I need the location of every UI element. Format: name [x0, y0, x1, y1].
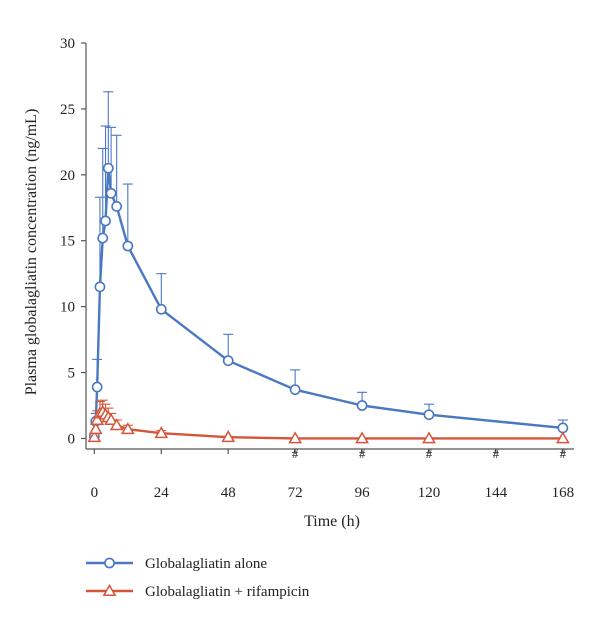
y-tick-label: 0 — [68, 431, 76, 447]
x-tick-label: 144 — [485, 485, 508, 501]
data-point — [111, 201, 123, 212]
y-axis-title: Plasma globalagliatin concentration (ng/… — [23, 109, 40, 396]
data-point — [288, 431, 303, 444]
significance-markers: # # # # # — [292, 446, 567, 461]
x-tick-label: 48 — [221, 485, 236, 501]
data-point — [97, 232, 109, 244]
data-point — [120, 422, 135, 435]
significance-mark: # — [493, 446, 500, 461]
axes — [85, 43, 574, 450]
data-point — [109, 418, 124, 431]
legend-item-rifampicin: Globalagliatin + rifampicin — [86, 583, 310, 600]
y-tick-label: 30 — [60, 36, 75, 52]
legend-item-alone: Globalagliatin alone — [86, 556, 267, 572]
y-ticks: 0 5 10 15 20 25 30 — [60, 36, 86, 447]
x-tick-label: 120 — [418, 485, 441, 501]
y-tick-label: 15 — [60, 234, 75, 250]
data-point — [122, 240, 134, 252]
x-tick-label: 168 — [552, 485, 575, 501]
x-tick-label: 24 — [154, 485, 170, 501]
series-line — [93, 167, 563, 436]
legend: Globalagliatin alone Globalagliatin + ri… — [86, 556, 310, 600]
data-point — [289, 384, 301, 396]
data-point — [104, 412, 118, 425]
data-point — [154, 426, 169, 439]
data-point — [355, 431, 369, 444]
data-point — [105, 187, 117, 199]
significance-mark: # — [292, 446, 299, 461]
y-tick-label: 5 — [68, 366, 76, 382]
data-point — [102, 162, 114, 174]
x-ticks: 0 24 48 72 96 120 144 168 — [91, 449, 574, 501]
y-tick-label: 25 — [60, 102, 75, 118]
legend-marker-rifampicin — [102, 583, 117, 596]
data-point — [88, 422, 103, 435]
y-tick-label: 20 — [60, 168, 75, 184]
x-tick-label: 96 — [355, 485, 371, 501]
data-point — [94, 281, 106, 293]
series-0 — [88, 91, 569, 442]
data-point — [221, 430, 236, 443]
legend-label-alone: Globalagliatin alone — [145, 556, 267, 572]
data-point — [356, 400, 368, 411]
data-point — [555, 431, 570, 444]
data-point — [155, 303, 167, 315]
x-axis-title: Time (h) — [304, 513, 360, 530]
x-tick-label: 72 — [288, 485, 303, 501]
x-tick-label: 0 — [91, 485, 99, 501]
data-point — [422, 431, 436, 444]
legend-marker-alone — [104, 557, 115, 569]
series-1 — [87, 399, 570, 444]
significance-mark: # — [560, 446, 567, 461]
data-point — [91, 381, 103, 393]
data-point — [87, 430, 102, 443]
legend-label-rifampicin: Globalagliatin + rifampicin — [145, 584, 310, 600]
legend-marker-shape — [102, 583, 117, 596]
significance-mark: # — [426, 446, 433, 461]
data-point — [557, 422, 569, 434]
legend-marker-shape — [104, 557, 115, 569]
data-point — [423, 409, 435, 421]
data-point — [222, 355, 234, 367]
series-layer — [87, 91, 570, 444]
data-point — [100, 215, 111, 227]
y-tick-label: 10 — [60, 300, 75, 316]
significance-mark: # — [359, 446, 366, 461]
